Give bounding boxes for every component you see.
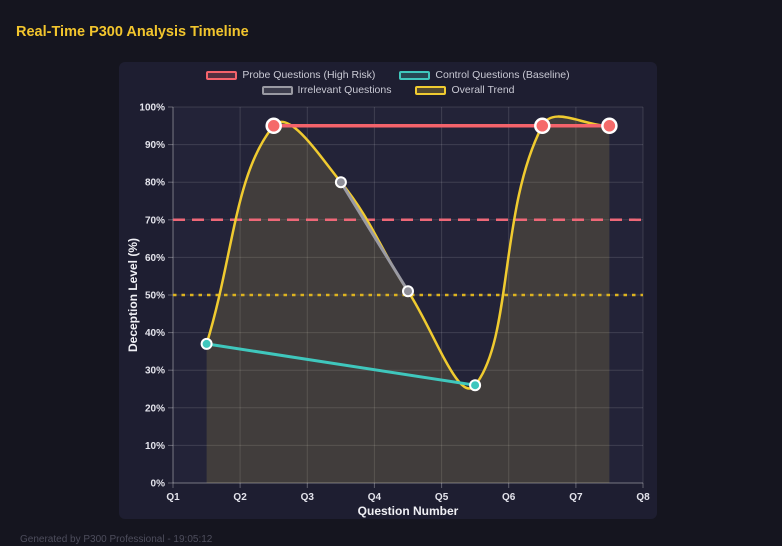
y-tick-label: 100% (139, 103, 165, 114)
timeline-chart[interactable]: Q1 Q2 Q3 Q4 Q5 Q6 Q7 Q8 0% 10% 20% 30% 40% 50% 60% 70% 8… (119, 62, 657, 519)
y-tick-label: 50% (145, 291, 165, 302)
legend-item-2[interactable]: Irrelevant Questions (261, 84, 392, 96)
y-tick-label: 80% (145, 178, 165, 189)
page-title: Real-Time P300 Analysis Timeline (16, 24, 249, 40)
y-tick-label: 90% (145, 140, 165, 151)
chart-panel: Probe Questions (High Risk) Control Quest… (119, 62, 657, 519)
trend-area-fill (206, 116, 610, 484)
x-axis-title: Question Number (358, 504, 459, 518)
x-tick-label: Q4 (368, 492, 382, 503)
data-point[interactable] (402, 285, 414, 298)
y-tick-label: 70% (145, 215, 165, 226)
y-tick-label: 0% (151, 479, 166, 490)
series-line (205, 342, 477, 387)
data-point[interactable] (200, 337, 213, 350)
legend-swatch-icon (415, 85, 447, 95)
footer-text: Generated by P300 Professional - 19:05:1… (20, 534, 213, 545)
x-tick-label: Q3 (301, 492, 315, 503)
axis-tick-labels: Q1 Q2 Q3 Q4 Q5 Q6 Q7 Q8 0% 10% 20% 30% 40% 50% 60% 70% 8… (139, 103, 650, 504)
legend-item-0[interactable]: Probe Questions (High Risk) (206, 69, 375, 81)
data-point[interactable] (334, 176, 347, 189)
y-tick-label: 40% (145, 328, 165, 339)
chart-legend: Probe Questions (High Risk) Control Quest… (119, 69, 657, 96)
y-axis-title: Deception Level (%) (126, 238, 140, 352)
legend-label: Irrelevant Questions (297, 84, 392, 96)
x-tick-label: Q5 (435, 492, 449, 503)
legend-item-1[interactable]: Control Questions (Baseline) (399, 69, 570, 81)
y-tick-label: 10% (145, 441, 165, 452)
legend-item-3[interactable]: Overall Trend (415, 84, 515, 96)
y-tick-label: 20% (145, 403, 165, 414)
y-tick-label: 60% (145, 253, 165, 264)
legend-label: Control Questions (Baseline) (435, 69, 570, 81)
x-tick-label: Q8 (636, 492, 650, 503)
x-tick-label: Q2 (233, 492, 247, 503)
legend-label: Overall Trend (451, 84, 515, 96)
legend-swatch-icon (261, 85, 293, 95)
series-line (339, 180, 410, 293)
data-point[interactable] (265, 117, 282, 135)
x-tick-label: Q1 (166, 492, 180, 503)
data-point[interactable] (534, 117, 551, 135)
data-point[interactable] (601, 117, 618, 135)
y-tick-label: 30% (145, 366, 165, 377)
x-tick-label: Q6 (502, 492, 516, 503)
legend-swatch-icon (399, 70, 431, 80)
x-tick-label: Q7 (569, 492, 583, 503)
legend-swatch-icon (206, 70, 238, 80)
legend-label: Probe Questions (High Risk) (242, 69, 376, 81)
data-point[interactable] (469, 379, 482, 392)
